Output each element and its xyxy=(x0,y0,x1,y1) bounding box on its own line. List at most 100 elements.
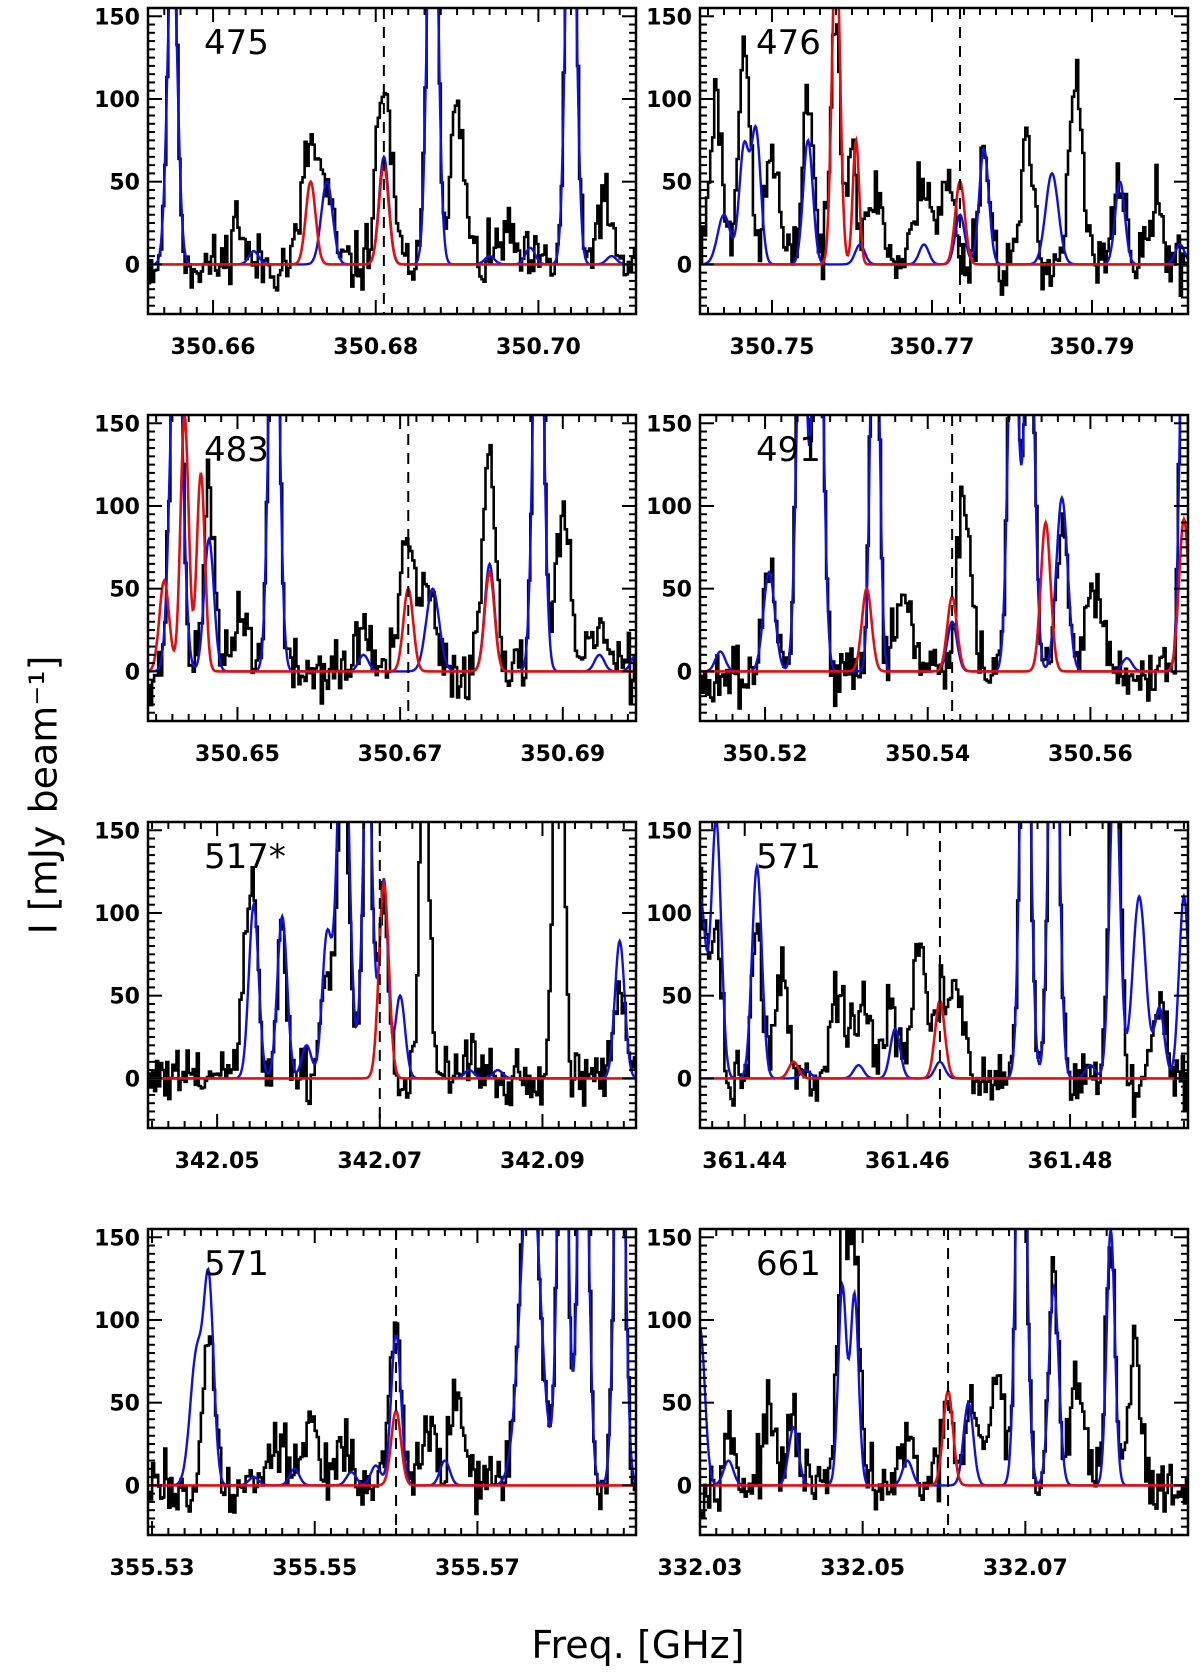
plot-area xyxy=(700,415,1188,721)
y-tick-label: 100 xyxy=(94,88,140,113)
x-axis-title: Freq. [GHz] xyxy=(531,1623,744,1667)
y-tick-label: 0 xyxy=(125,253,140,278)
panel-label: 476 xyxy=(756,23,821,63)
plot-area xyxy=(148,1229,636,1535)
y-axis-title: I [mJy beam⁻¹] xyxy=(22,656,66,935)
y-tick-label: 0 xyxy=(677,1474,692,1499)
y-tick-label: 50 xyxy=(109,578,140,603)
panel-label: 571 xyxy=(204,1244,269,1284)
x-tick-label: 332.07 xyxy=(983,1556,1068,1581)
y-tick-label: 100 xyxy=(646,902,692,927)
model-species-spectrum xyxy=(700,515,1188,673)
x-tick-label: 361.44 xyxy=(702,1149,787,1174)
model-species-spectrum xyxy=(148,162,636,266)
spectrum-panel: 361.44 361.46 361.48 0 50 100 150 571 xyxy=(646,819,1190,1174)
spectrum-panel: 355.53 355.55 355.57 0 50 100 150 571 xyxy=(94,1226,638,1581)
model-species-spectrum xyxy=(148,878,636,1080)
y-tick-label: 0 xyxy=(125,1067,140,1092)
panel-label: 517* xyxy=(204,837,286,877)
y-tick-label: 150 xyxy=(646,5,692,30)
x-tick-label: 350.69 xyxy=(520,742,605,767)
y-tick-label: 100 xyxy=(646,495,692,520)
x-tick-label: 350.79 xyxy=(1050,335,1135,360)
y-tick-label: 50 xyxy=(109,985,140,1010)
x-tick-label: 342.05 xyxy=(175,1149,260,1174)
y-tick-label: 150 xyxy=(94,819,140,844)
x-tick-label: 361.46 xyxy=(865,1149,950,1174)
panel-frame xyxy=(698,820,1190,1130)
y-tick-label: 50 xyxy=(661,1392,692,1417)
y-tick-label: 50 xyxy=(661,578,692,603)
y-tick-label: 0 xyxy=(677,1067,692,1092)
y-tick-label: 150 xyxy=(646,412,692,437)
y-tick-label: 150 xyxy=(646,1226,692,1251)
x-tick-label: 350.68 xyxy=(333,335,418,360)
spectrum-panel: 350.65 350.67 350.69 0 50 100 150 483 xyxy=(94,412,638,767)
panel-label: 483 xyxy=(204,430,269,470)
y-tick-label: 100 xyxy=(646,88,692,113)
x-tick-label: 342.09 xyxy=(500,1149,585,1174)
model-species-spectrum xyxy=(700,1388,1188,1487)
x-tick-label: 355.57 xyxy=(435,1556,520,1581)
observed-spectrum xyxy=(700,23,1188,297)
x-tick-label: 350.54 xyxy=(885,742,970,767)
panel-frame xyxy=(146,413,638,723)
y-tick-label: 100 xyxy=(646,1309,692,1334)
plot-area xyxy=(148,415,636,721)
model-total-spectrum xyxy=(700,415,1188,673)
plot-area xyxy=(700,822,1188,1128)
x-tick-label: 350.70 xyxy=(496,335,581,360)
spectrum-panel: 350.75 350.77 350.79 0 50 100 150 476 xyxy=(646,5,1190,360)
panel-frame xyxy=(698,6,1190,316)
x-tick-label: 355.53 xyxy=(110,1556,195,1581)
panel-frame xyxy=(146,1227,638,1537)
panel-label: 571 xyxy=(756,837,821,877)
plot-area xyxy=(700,1229,1188,1535)
model-total-spectrum xyxy=(700,1229,1188,1487)
spectrum-panel: 350.52 350.54 350.56 0 50 100 150 491 xyxy=(646,412,1190,767)
spectrum-panel: 350.66 350.68 350.70 0 50 100 150 475 xyxy=(94,5,638,360)
observed-spectrum xyxy=(700,415,1188,710)
x-tick-label: 350.56 xyxy=(1048,742,1133,767)
x-tick-label: 332.03 xyxy=(658,1556,743,1581)
y-tick-label: 50 xyxy=(109,1392,140,1417)
y-tick-label: 0 xyxy=(125,1474,140,1499)
y-tick-label: 150 xyxy=(94,412,140,437)
x-tick-label: 350.75 xyxy=(730,335,815,360)
panel-label: 661 xyxy=(756,1244,821,1284)
y-tick-label: 0 xyxy=(125,660,140,685)
y-tick-label: 100 xyxy=(94,1309,140,1334)
y-tick-label: 0 xyxy=(677,660,692,685)
y-tick-label: 50 xyxy=(661,171,692,196)
y-tick-label: 50 xyxy=(109,171,140,196)
y-tick-label: 50 xyxy=(661,985,692,1010)
x-tick-label: 361.48 xyxy=(1028,1149,1113,1174)
x-tick-label: 350.66 xyxy=(171,335,256,360)
observed-spectrum xyxy=(148,415,636,707)
plot-area xyxy=(148,8,636,314)
spectrum-panel: 342.05 342.07 342.09 0 50 100 150 517* xyxy=(94,819,638,1174)
model-species-spectrum xyxy=(700,8,1188,266)
y-tick-label: 150 xyxy=(94,1226,140,1251)
y-tick-label: 150 xyxy=(94,5,140,30)
model-species-spectrum xyxy=(148,415,636,673)
x-tick-label: 350.67 xyxy=(358,742,443,767)
x-tick-label: 355.55 xyxy=(272,1556,357,1581)
x-tick-label: 350.65 xyxy=(195,742,280,767)
model-species-spectrum xyxy=(148,1408,636,1487)
plot-area xyxy=(148,822,636,1128)
plot-area xyxy=(700,8,1188,314)
x-tick-label: 342.07 xyxy=(337,1149,422,1174)
y-tick-label: 100 xyxy=(94,495,140,520)
panel-frame xyxy=(146,820,638,1130)
spectrum-panel: 332.03 332.05 332.07 0 50 100 150 661 xyxy=(646,1226,1190,1581)
y-tick-label: 150 xyxy=(646,819,692,844)
x-tick-label: 332.05 xyxy=(820,1556,905,1581)
y-tick-label: 100 xyxy=(94,902,140,927)
x-tick-label: 350.77 xyxy=(890,335,975,360)
model-species-spectrum xyxy=(700,998,1188,1080)
x-tick-label: 350.52 xyxy=(723,742,808,767)
panel-label: 475 xyxy=(204,23,269,63)
y-tick-label: 0 xyxy=(677,253,692,278)
